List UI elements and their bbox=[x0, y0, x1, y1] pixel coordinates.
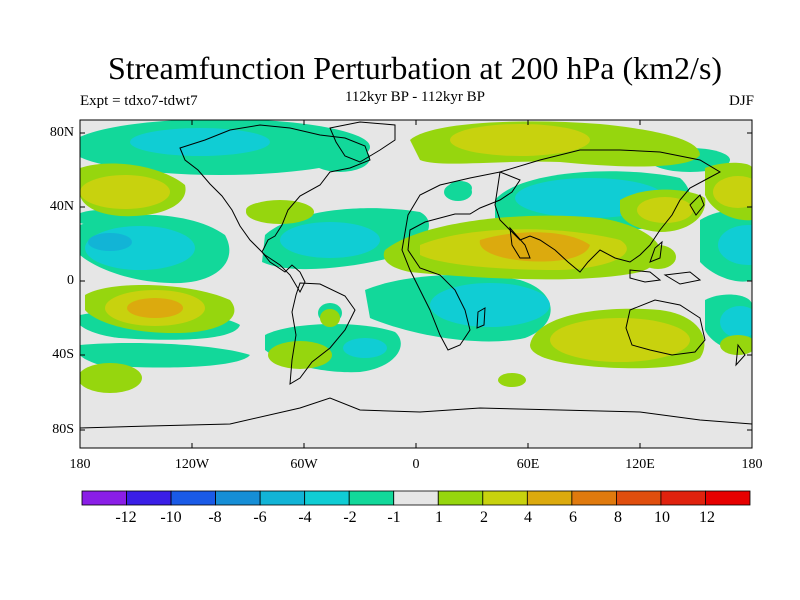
contour-pos-far-south-pacific bbox=[80, 363, 142, 393]
colorbar-label: -1 bbox=[387, 509, 401, 526]
colorbar-swatch bbox=[705, 490, 751, 506]
coast-indonesia-1 bbox=[629, 269, 662, 283]
colorbar-label: -6 bbox=[253, 509, 267, 526]
lat-label-40n: 40N bbox=[49, 199, 74, 214]
colorbar-swatch bbox=[215, 490, 261, 506]
coast-asia bbox=[494, 149, 722, 273]
experiment-label: Expt = tdxo7-tdwt7 bbox=[80, 93, 198, 109]
colorbar-label: -2 bbox=[343, 509, 357, 526]
colorbar-label: 8 bbox=[614, 509, 622, 526]
colorbar-label: 2 bbox=[480, 509, 488, 526]
colorbar-swatch bbox=[660, 490, 706, 506]
coast-philippines bbox=[649, 240, 663, 263]
colorbar bbox=[81, 490, 751, 506]
contour-pos-south-atlantic bbox=[268, 341, 332, 369]
contour-pos-australia-inner bbox=[550, 318, 690, 362]
lon-label-180w: 180 bbox=[69, 457, 91, 472]
colorbar-swatch bbox=[437, 490, 484, 506]
colorbar-swatch bbox=[170, 490, 216, 506]
lat-label-eq: 0 bbox=[67, 273, 74, 288]
coast-new-zealand bbox=[735, 343, 746, 367]
colorbar-swatch bbox=[259, 490, 306, 506]
contour-pos-east-asia-inner bbox=[637, 197, 693, 223]
colorbar-label: 6 bbox=[569, 509, 577, 526]
contour-neg-south-indian-inner bbox=[430, 283, 550, 327]
colorbar-label: 1 bbox=[435, 509, 443, 526]
lat-label-80s: 80S bbox=[52, 422, 74, 437]
coast-indonesia-2 bbox=[663, 271, 702, 285]
coast-south-america bbox=[289, 282, 356, 385]
contour-neg-west-pacific-inner bbox=[718, 225, 752, 265]
contour-field bbox=[80, 120, 752, 448]
contour-neg-south-atlantic-inner bbox=[343, 338, 387, 358]
coast-europe-africa bbox=[401, 171, 521, 351]
contour-neg-east-australia-inner bbox=[720, 306, 752, 338]
contour-neg-canada bbox=[310, 144, 370, 172]
contour-neg-south-pacific-lower bbox=[80, 343, 250, 368]
lon-label-60e: 60E bbox=[516, 457, 540, 472]
lat-label-80n: 80N bbox=[49, 125, 74, 140]
colorbar-label: -10 bbox=[160, 509, 182, 526]
coast-japan bbox=[689, 194, 705, 216]
coast-antarctica bbox=[80, 397, 752, 429]
colorbar-label: 10 bbox=[654, 509, 670, 526]
coast-arabia bbox=[509, 226, 531, 259]
colorbar-label: -12 bbox=[115, 509, 137, 526]
contour-pos-new-zealand bbox=[720, 335, 752, 355]
contour-pos-arctic-inner bbox=[450, 124, 590, 156]
contour-pos-south-indian-small bbox=[498, 373, 526, 387]
lat-label-40s: 40S bbox=[52, 347, 74, 362]
colorbar-swatch bbox=[393, 490, 439, 506]
coast-madagascar bbox=[476, 307, 486, 329]
colorbar-swatch bbox=[616, 490, 662, 506]
axis-ticks bbox=[79, 120, 753, 448]
contour-neg-subtropical-pacific-core bbox=[88, 233, 132, 251]
coast-greenland bbox=[329, 121, 396, 163]
season-label: DJF bbox=[728, 93, 754, 109]
colorbar-swatch bbox=[348, 490, 395, 506]
colorbar-label: 12 bbox=[699, 509, 715, 526]
contour-pos-far-east-inner bbox=[713, 176, 752, 208]
contour-pos-north-pacific-inner bbox=[80, 175, 170, 209]
colorbar-label: 4 bbox=[524, 509, 532, 526]
lon-label-120w: 120W bbox=[174, 457, 210, 472]
contour-neg-mediterranean bbox=[448, 181, 472, 195]
lon-label-0: 0 bbox=[412, 457, 420, 472]
colorbar-swatch bbox=[81, 490, 127, 506]
contour-pos-us-east bbox=[246, 202, 290, 218]
coast-north-america bbox=[179, 124, 371, 294]
lon-label-60w: 60W bbox=[290, 457, 318, 472]
colorbar-label: -4 bbox=[298, 509, 312, 526]
colorbar-swatch bbox=[126, 490, 172, 506]
colorbar-label: -8 bbox=[208, 509, 222, 526]
colorbar-swatch bbox=[304, 490, 350, 506]
colorbar-swatch bbox=[526, 490, 573, 506]
contour-pos-southeast-asia bbox=[640, 245, 676, 269]
lon-label-180e: 180 bbox=[741, 457, 763, 472]
colorbar-swatch bbox=[571, 490, 617, 506]
plot-subtitle: 112kyr BP - 112kyr BP bbox=[344, 89, 485, 105]
coast-australia bbox=[625, 299, 706, 356]
plot-title: Streamfunction Perturbation at 200 hPa (… bbox=[107, 50, 723, 86]
contour-pos-south-asia-core bbox=[479, 232, 590, 262]
contour-neg-atlantic-inner bbox=[280, 222, 380, 258]
contour-pos-south-pacific-core bbox=[127, 298, 183, 318]
contour-pos-amazon-small bbox=[320, 309, 340, 327]
lon-label-120e: 120E bbox=[625, 457, 655, 472]
coastlines bbox=[80, 121, 752, 429]
colorbar-swatch bbox=[482, 490, 528, 506]
